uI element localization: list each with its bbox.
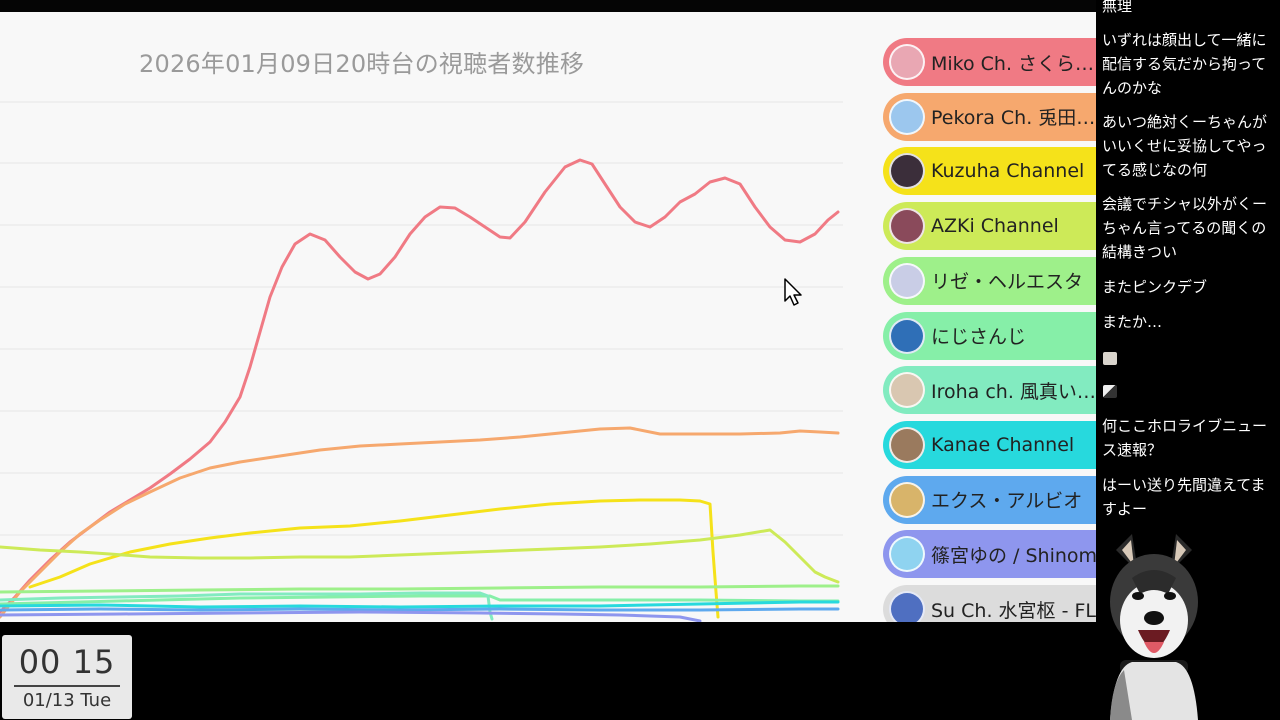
chat-message: またピンクデブ bbox=[1102, 278, 1208, 296]
legend-label: Kanae Channel bbox=[931, 433, 1075, 456]
husky-dog-avatar bbox=[1110, 534, 1198, 720]
chat-message: 会議でチシャ以外がくーちゃん言ってるの聞くの結構きつい bbox=[1102, 195, 1268, 261]
chat-message: 何ここホロライブニュース速報？ bbox=[1102, 417, 1268, 459]
top-bar bbox=[0, 0, 1100, 12]
legend-label: Kuzuha Channel bbox=[931, 160, 1085, 183]
legend-label: Pekora Ch. 兎田… bbox=[931, 107, 1096, 130]
legend-item: エクス・アルビオ bbox=[883, 475, 1096, 524]
legend-item: Iroha ch. 風真い… bbox=[883, 366, 1096, 415]
series-line-miko bbox=[0, 158, 840, 614]
chart-gridlines bbox=[0, 101, 843, 536]
channel-avatar bbox=[889, 208, 925, 245]
legend-item: Miko Ch. さくら… bbox=[883, 38, 1096, 86]
legend-item: にじさんじ bbox=[883, 311, 1096, 360]
chart-legend: Miko Ch. さくら… Pekora Ch. 兎田… Kuzuha Channe… bbox=[883, 38, 1096, 622]
legend-item: リゼ・ヘルエスタ bbox=[883, 256, 1096, 305]
series-line-kuzuha bbox=[28, 498, 720, 619]
channel-avatar bbox=[889, 481, 925, 518]
viewer-chart-panel: 2026年01月09日20時台の視聴者数推移 Miko Ch. さくら… Peko… bbox=[0, 12, 1096, 622]
channel-avatar bbox=[889, 262, 925, 299]
mouse-pointer-icon bbox=[784, 278, 802, 306]
legend-label: にじさんじ bbox=[931, 326, 1027, 348]
viewer-trend-chart bbox=[0, 101, 843, 622]
clock-time: 00 15 bbox=[18, 643, 116, 681]
series-line-nijisanji bbox=[0, 594, 840, 606]
channel-avatar bbox=[889, 44, 925, 80]
legend-item: Pekora Ch. 兎田… bbox=[883, 92, 1096, 141]
legend-label: Iroha ch. 風真い… bbox=[931, 380, 1096, 403]
channel-avatar bbox=[889, 98, 925, 135]
clock-widget: 00 15 01/13 Tue bbox=[2, 635, 132, 719]
series-line-pekora bbox=[0, 426, 840, 619]
channel-avatar bbox=[889, 317, 925, 354]
series-line-azki bbox=[0, 528, 840, 584]
series-line-rize bbox=[0, 584, 840, 594]
series-line-ex-albio bbox=[0, 607, 840, 612]
channel-avatar bbox=[889, 426, 925, 463]
clock-date: 01/13 Tue bbox=[22, 690, 112, 711]
legend-item: Kanae Channel bbox=[883, 420, 1096, 469]
series-line-shinomiya bbox=[0, 610, 702, 622]
legend-label: AZKi Channel bbox=[931, 215, 1059, 238]
channel-avatar bbox=[889, 591, 925, 622]
chat-message: あいつ絶対くーちゃんがいいくせに妥協してやってる感じなの何 bbox=[1102, 113, 1268, 179]
cat-stamp-icon bbox=[1103, 352, 1117, 365]
channel-avatar bbox=[889, 536, 925, 573]
chat-message: またか… bbox=[1102, 313, 1163, 331]
chat-message: はーい送り先間違えてますよー bbox=[1102, 476, 1266, 518]
legend-item: AZKi Channel bbox=[883, 202, 1096, 251]
chart-title: 2026年01月09日20時台の視聴者数推移 bbox=[139, 50, 585, 78]
person-stamp-icon bbox=[1103, 385, 1117, 398]
legend-label: Su Ch. 水宮枢 - FL bbox=[931, 599, 1096, 622]
chat-message: いずれは顔出して一緒に配信する気だから拘ってんのかな bbox=[1102, 31, 1267, 97]
legend-item: Kuzuha Channel bbox=[883, 147, 1096, 196]
legend-item: Su Ch. 水宮枢 - FL bbox=[883, 585, 1096, 622]
legend-item: 篠宮ゆの / Shinom bbox=[883, 530, 1096, 579]
clock-divider bbox=[14, 685, 120, 687]
channel-avatar bbox=[889, 153, 925, 190]
legend-label: リゼ・ヘルエスタ bbox=[931, 271, 1084, 294]
legend-label: Miko Ch. さくら… bbox=[931, 52, 1095, 75]
series-line-iroha bbox=[0, 591, 494, 621]
legend-label: 篠宮ゆの / Shinom bbox=[931, 544, 1096, 567]
series-line-kanae bbox=[0, 600, 840, 609]
legend-label: エクス・アルビオ bbox=[931, 490, 1083, 513]
channel-avatar bbox=[889, 372, 925, 409]
chat-message: 無理 bbox=[1102, 0, 1133, 15]
